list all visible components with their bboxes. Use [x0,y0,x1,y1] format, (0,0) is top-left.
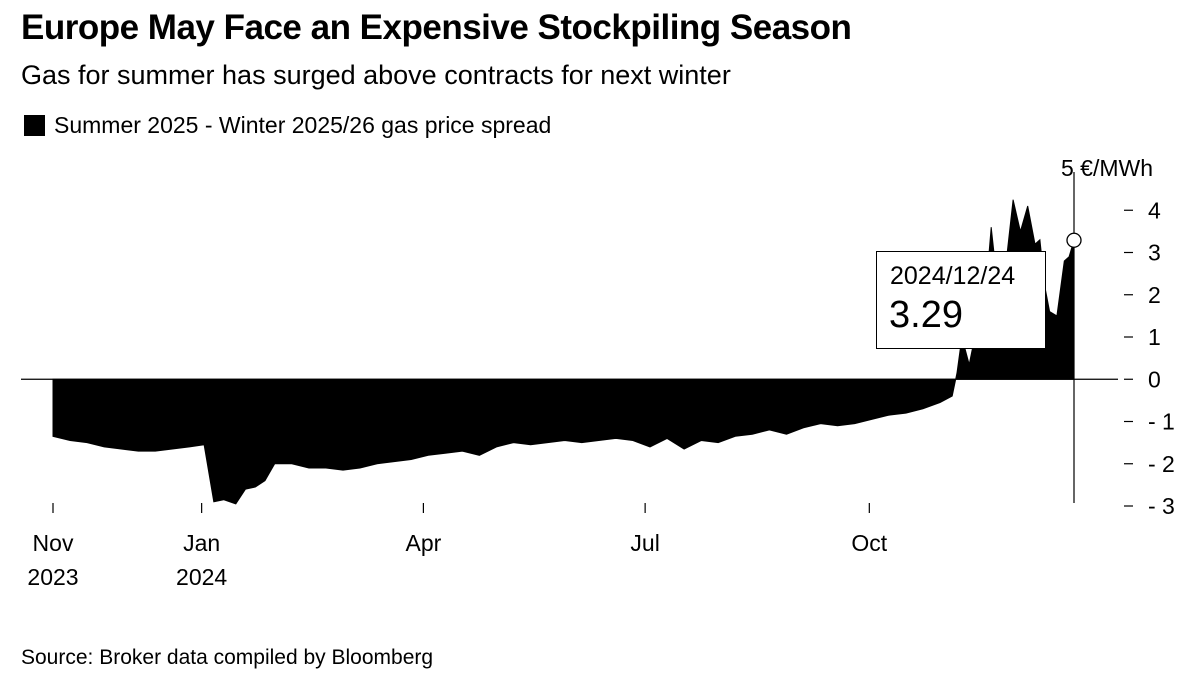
legend-label: Summer 2025 - Winter 2025/26 gas price s… [54,112,552,138]
chart-subtitle: Gas for summer has surged above contract… [21,60,731,90]
tooltip: 2024/12/24 3.29 [876,251,1046,349]
spread-area [52,199,1075,505]
tooltip-date: 2024/12/24 [890,262,1016,290]
source-note: Source: Broker data compiled by Bloomber… [21,646,434,669]
legend: Summer 2025 - Winter 2025/26 gas price s… [24,112,551,139]
y-tick-label: - 2 [1148,451,1175,477]
x-tick-label: Jan [183,530,220,556]
y-tick-label: 4 [1148,197,1161,223]
highlight-marker [1066,232,1082,248]
x-tick-label: Nov [33,530,74,556]
tooltip-value: 3.29 [889,294,963,336]
y-tick-label: - 3 [1148,493,1175,519]
x-tick-label: 2024 [176,564,227,590]
y-tick-label: 3 [1148,240,1161,266]
y-tick-label: 1 [1148,324,1161,350]
y-axis-unit-label: 5 €/MWh [1061,155,1153,181]
x-tick-label: 2023 [27,564,78,590]
x-tick-label: Apr [405,530,441,556]
chart-title: Europe May Face an Expensive Stockpiling… [21,8,852,47]
y-tick-label: 2 [1148,282,1161,308]
x-tick-label: Oct [851,530,887,556]
x-tick-label: Jul [630,530,659,556]
legend-swatch [24,115,45,136]
y-tick-label: 0 [1148,366,1161,392]
y-tick-label: - 1 [1148,409,1175,435]
